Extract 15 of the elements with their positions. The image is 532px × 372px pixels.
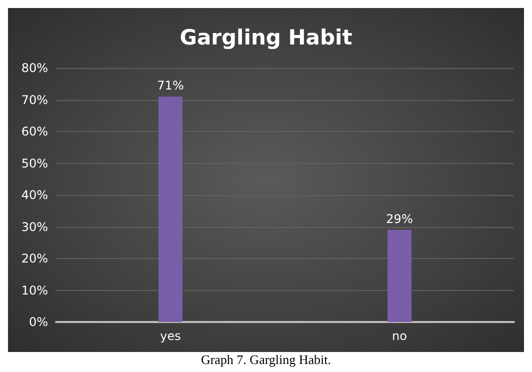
chart-title: Gargling Habit	[180, 26, 352, 50]
y-tick-label: 20%	[21, 252, 48, 266]
y-tick-label: 0%	[28, 315, 48, 329]
y-tick-label: 70%	[21, 92, 48, 107]
y-tick-label: 50%	[21, 156, 48, 170]
y-tick-label: 30%	[21, 220, 48, 234]
data-label: 29%	[386, 212, 413, 226]
y-tick-label: 10%	[21, 283, 48, 298]
x-tick-label: no	[392, 329, 407, 343]
x-tick-label: yes	[160, 329, 181, 343]
data-label: 71%	[157, 78, 184, 93]
y-tick-label: 40%	[21, 188, 48, 202]
caption: Graph 7. Gargling Habit.	[200, 352, 332, 368]
y-tick-label: 60%	[21, 124, 48, 138]
y-tick-label: 80%	[21, 61, 48, 75]
